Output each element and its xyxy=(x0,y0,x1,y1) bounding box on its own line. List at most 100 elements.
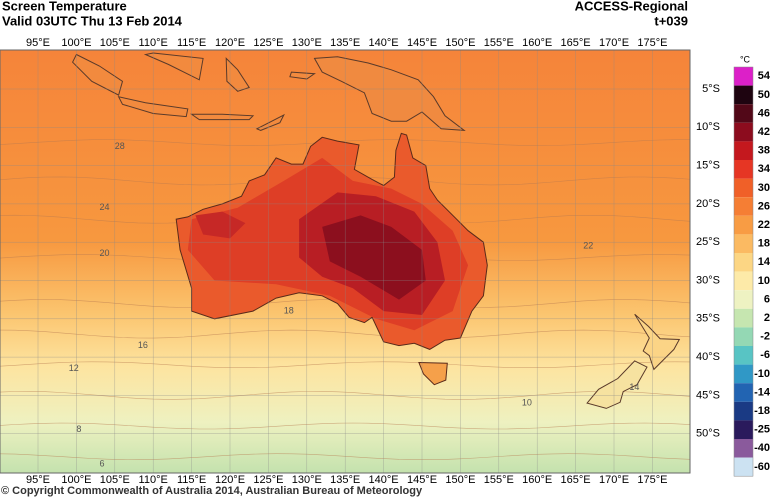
contour-label: 18 xyxy=(284,306,294,316)
longitude-label: 95°E xyxy=(26,37,50,49)
colorbar-label: -10 xyxy=(754,368,770,380)
colorbar-label: 50 xyxy=(758,89,770,101)
colorbar-label: -60 xyxy=(754,461,770,473)
contour-label: 22 xyxy=(583,240,593,250)
longitude-label: 160°E xyxy=(522,474,552,486)
longitude-label: 95°E xyxy=(26,474,50,486)
longitude-label: 140°E xyxy=(369,37,399,49)
longitude-label: 100°E xyxy=(61,474,91,486)
latitude-label: 35°S xyxy=(696,313,720,325)
island xyxy=(143,52,204,81)
longitude-label: 135°E xyxy=(330,37,360,49)
colorbar-swatch xyxy=(734,141,753,160)
colorbar-swatch xyxy=(734,457,753,477)
longitude-label: 170°E xyxy=(599,37,629,49)
longitude-label: 120°E xyxy=(215,474,245,486)
contour-label: 16 xyxy=(138,340,148,350)
colorbar-label: 26 xyxy=(758,200,770,212)
latitude-label: 5°S xyxy=(702,83,720,95)
longitude-label: 165°E xyxy=(561,37,591,49)
latitude-label: 20°S xyxy=(696,198,720,210)
colorbar-label: 46 xyxy=(758,107,770,119)
colorbar-label: -40 xyxy=(754,442,770,454)
colorbar-label: 22 xyxy=(758,219,770,231)
colorbar-swatch xyxy=(734,67,753,86)
longitude-label: 145°E xyxy=(407,37,437,49)
latitude-label: 10°S xyxy=(696,121,720,133)
contour-line xyxy=(0,329,690,339)
colorbar-swatch xyxy=(734,215,753,235)
longitude-label: 105°E xyxy=(100,37,130,49)
map-frame xyxy=(0,49,691,474)
contour-label: 14 xyxy=(629,382,639,392)
latitude-label: 30°S xyxy=(696,274,720,286)
latitude-label: 15°S xyxy=(696,160,720,172)
colorbar-label: -2 xyxy=(760,331,770,343)
colorbar-swatch xyxy=(734,346,753,365)
contour-label: 28 xyxy=(115,141,125,151)
latitude-label: 45°S xyxy=(696,389,720,401)
colorbar-swatch xyxy=(734,85,753,105)
copyright: © Copyright Commonwealth of Australia 20… xyxy=(1,485,423,497)
longitude-label: 145°E xyxy=(407,474,437,486)
longitude-label: 135°E xyxy=(330,474,360,486)
colorbar-label: 14 xyxy=(758,256,771,268)
colorbar-swatch xyxy=(734,104,753,123)
longitude-label: 130°E xyxy=(292,474,322,486)
longitude-label: 175°E xyxy=(637,37,667,49)
colorbar-label: 30 xyxy=(758,182,770,194)
contour-label: 24 xyxy=(99,202,109,212)
colorbar-label: 10 xyxy=(758,275,770,287)
island xyxy=(225,57,250,92)
colorbar-swatch xyxy=(734,160,753,179)
tasmania xyxy=(418,361,448,386)
contour-label: 8 xyxy=(76,424,81,434)
contour-label: 10 xyxy=(522,397,532,407)
island xyxy=(255,113,285,131)
contour-line xyxy=(0,361,690,368)
contour-line xyxy=(0,422,690,430)
longitude-label: 155°E xyxy=(484,474,514,486)
longitude-label: 120°E xyxy=(215,37,245,49)
colorbar-unit: °C xyxy=(740,54,751,64)
hot-pilbara xyxy=(195,211,246,239)
colorbar-swatch xyxy=(734,327,753,346)
colorbar-frame xyxy=(733,66,754,477)
contour-line xyxy=(0,453,690,461)
colorbar-label: 34 xyxy=(758,163,771,175)
contour-label: 20 xyxy=(99,248,109,258)
longitude-label: 105°E xyxy=(100,474,130,486)
nz-north-island xyxy=(634,313,681,371)
contour-label: 6 xyxy=(99,459,104,469)
colorbar-label: 6 xyxy=(764,293,770,305)
lead-time: t+039 xyxy=(654,13,688,28)
colorbar-label: 54 xyxy=(758,70,771,82)
island xyxy=(189,113,255,121)
longitude-label: 115°E xyxy=(177,37,206,49)
colorbar-swatch xyxy=(734,178,753,198)
colorbar-label: 18 xyxy=(758,238,770,250)
longitude-label: 175°E xyxy=(637,474,667,486)
longitude-label: 150°E xyxy=(445,37,475,49)
longitude-label: 150°E xyxy=(445,474,475,486)
longitude-label: 125°E xyxy=(253,37,283,49)
valid-time: Valid 03UTC Thu 13 Feb 2014 xyxy=(2,13,183,28)
map-title: Screen Temperature xyxy=(2,0,127,13)
model-name: ACCESS-Regional xyxy=(575,0,688,13)
contour-label: 12 xyxy=(69,363,79,373)
colorbar-swatch xyxy=(734,290,753,309)
longitude-label: 130°E xyxy=(292,37,322,49)
colorbar-swatch xyxy=(734,234,753,253)
latitude-label: 50°S xyxy=(696,428,720,440)
colorbar-label: -14 xyxy=(754,386,771,398)
colorbar-swatch xyxy=(734,122,753,142)
colorbar-swatch xyxy=(734,271,753,291)
longitude-label: 125°E xyxy=(253,474,283,486)
colorbar-label: 2 xyxy=(764,312,770,324)
longitude-label: 110°E xyxy=(139,37,168,49)
colorbar-swatch xyxy=(734,420,753,439)
colorbar-label: -25 xyxy=(754,424,770,436)
colorbar-label: 38 xyxy=(758,145,770,157)
longitude-label: 165°E xyxy=(561,474,591,486)
colorbar-swatch xyxy=(734,364,753,384)
